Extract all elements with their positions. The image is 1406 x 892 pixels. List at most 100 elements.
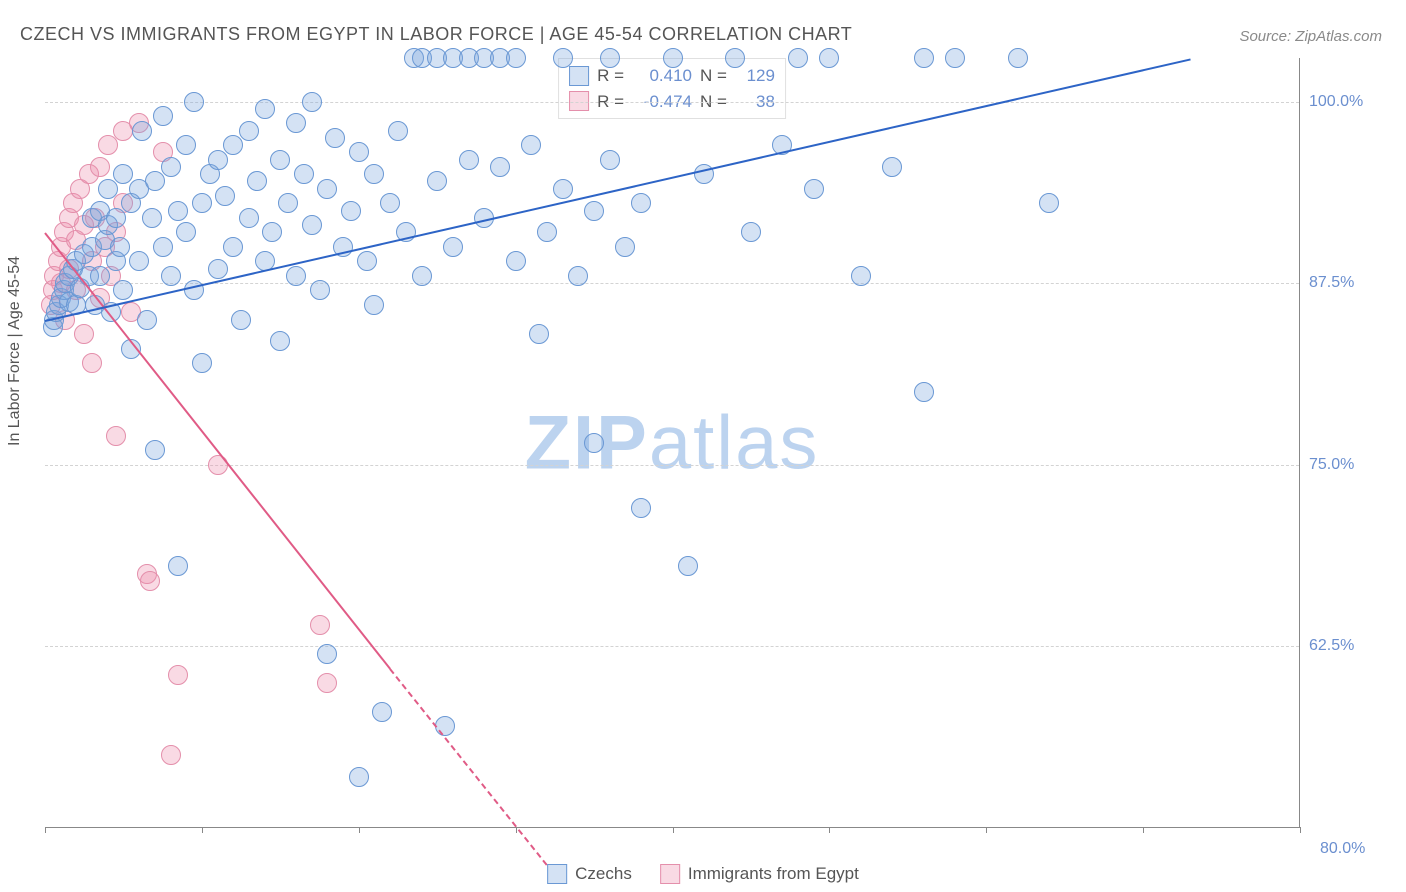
data-point xyxy=(380,193,400,213)
data-point xyxy=(788,48,808,68)
data-point xyxy=(168,201,188,221)
data-point xyxy=(231,310,251,330)
data-point xyxy=(215,186,235,206)
data-point xyxy=(529,324,549,344)
data-point xyxy=(427,171,447,191)
data-point xyxy=(678,556,698,576)
gridline xyxy=(45,465,1299,466)
r-value-a: 0.410 xyxy=(632,63,692,89)
data-point xyxy=(631,193,651,213)
swatch-b xyxy=(660,864,680,884)
data-point xyxy=(153,106,173,126)
y-tick-label: 75.0% xyxy=(1309,456,1395,474)
legend-item-a: Czechs xyxy=(547,864,632,884)
gridline xyxy=(45,283,1299,284)
data-point xyxy=(490,157,510,177)
data-point xyxy=(1008,48,1028,68)
data-point xyxy=(137,310,157,330)
data-point xyxy=(286,113,306,133)
data-point xyxy=(584,201,604,221)
gridline xyxy=(45,646,1299,647)
x-axis-max-label: 80.0% xyxy=(1320,840,1406,892)
data-point xyxy=(631,498,651,518)
data-point xyxy=(317,673,337,693)
data-point xyxy=(945,48,965,68)
data-point xyxy=(176,222,196,242)
data-point xyxy=(247,171,267,191)
data-point xyxy=(176,135,196,155)
data-point xyxy=(310,280,330,300)
data-point xyxy=(239,208,259,228)
data-point xyxy=(208,259,228,279)
y-tick-label: 62.5% xyxy=(1309,637,1395,655)
data-point xyxy=(153,237,173,257)
data-point xyxy=(286,266,306,286)
legend-label-a: Czechs xyxy=(575,864,632,884)
n-value-a: 129 xyxy=(735,63,775,89)
source-label: Source: ZipAtlas.com xyxy=(1239,28,1382,45)
data-point xyxy=(357,251,377,271)
data-point xyxy=(568,266,588,286)
data-point xyxy=(663,48,683,68)
data-point xyxy=(106,208,126,228)
swatch-a xyxy=(569,66,589,86)
data-point xyxy=(223,135,243,155)
data-point xyxy=(506,251,526,271)
data-point xyxy=(553,179,573,199)
data-point xyxy=(145,171,165,191)
data-point xyxy=(223,237,243,257)
regression-line xyxy=(389,669,547,866)
data-point xyxy=(270,331,290,351)
data-point xyxy=(364,164,384,184)
data-point xyxy=(459,150,479,170)
y-axis-label: In Labor Force | Age 45-54 xyxy=(6,256,24,446)
data-point xyxy=(325,128,345,148)
data-point xyxy=(82,353,102,373)
watermark-light: atlas xyxy=(649,400,820,485)
legend-bottom: Czechs Immigrants from Egypt xyxy=(547,864,859,884)
data-point xyxy=(161,745,181,765)
data-point xyxy=(208,150,228,170)
data-point xyxy=(882,157,902,177)
data-point xyxy=(142,208,162,228)
data-point xyxy=(302,215,322,235)
data-point xyxy=(914,48,934,68)
x-tick xyxy=(1143,827,1144,833)
x-tick xyxy=(1300,827,1301,833)
data-point xyxy=(364,295,384,315)
data-point xyxy=(113,280,133,300)
data-point xyxy=(521,135,541,155)
data-point xyxy=(412,266,432,286)
data-point xyxy=(255,99,275,119)
data-point xyxy=(388,121,408,141)
gridline xyxy=(45,102,1299,103)
data-point xyxy=(341,201,361,221)
y-tick-label: 100.0% xyxy=(1309,93,1395,111)
data-point xyxy=(349,142,369,162)
data-point xyxy=(741,222,761,242)
data-point xyxy=(372,702,392,722)
data-point xyxy=(129,251,149,271)
watermark: ZIPatlas xyxy=(525,399,820,486)
data-point xyxy=(819,48,839,68)
x-tick xyxy=(359,827,360,833)
legend-item-b: Immigrants from Egypt xyxy=(660,864,859,884)
data-point xyxy=(145,440,165,460)
swatch-a xyxy=(547,864,567,884)
data-point xyxy=(584,433,604,453)
data-point xyxy=(192,193,212,213)
x-tick xyxy=(45,827,46,833)
data-point xyxy=(140,571,160,591)
data-point xyxy=(317,644,337,664)
data-point xyxy=(506,48,526,68)
data-point xyxy=(90,157,110,177)
data-point xyxy=(168,556,188,576)
data-point xyxy=(98,135,118,155)
data-point xyxy=(110,237,130,257)
data-point xyxy=(161,266,181,286)
data-point xyxy=(262,222,282,242)
data-point xyxy=(74,324,94,344)
data-point xyxy=(804,179,824,199)
data-point xyxy=(132,121,152,141)
data-point xyxy=(270,150,290,170)
